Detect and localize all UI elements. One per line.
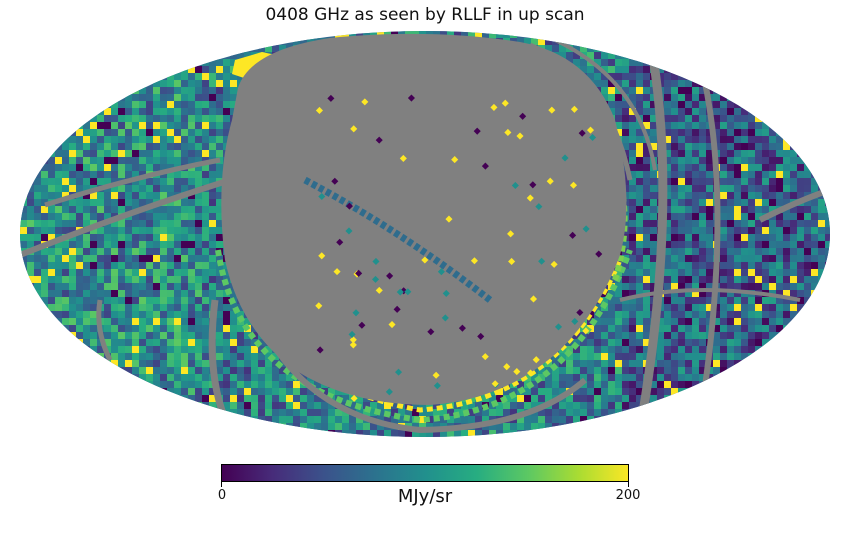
colorbar-units-label: MJy/sr — [397, 486, 453, 507]
colorbar-tick-max — [628, 482, 629, 487]
colorbar-min-label: 0 — [217, 488, 227, 503]
colorbar-max-label: 200 — [615, 488, 641, 503]
colorbar-tick-min — [221, 482, 222, 487]
plot-title: 0408 GHz as seen by RLLF in up scan — [265, 5, 585, 25]
colorbar-gradient — [222, 465, 628, 481]
colorbar — [221, 464, 629, 482]
